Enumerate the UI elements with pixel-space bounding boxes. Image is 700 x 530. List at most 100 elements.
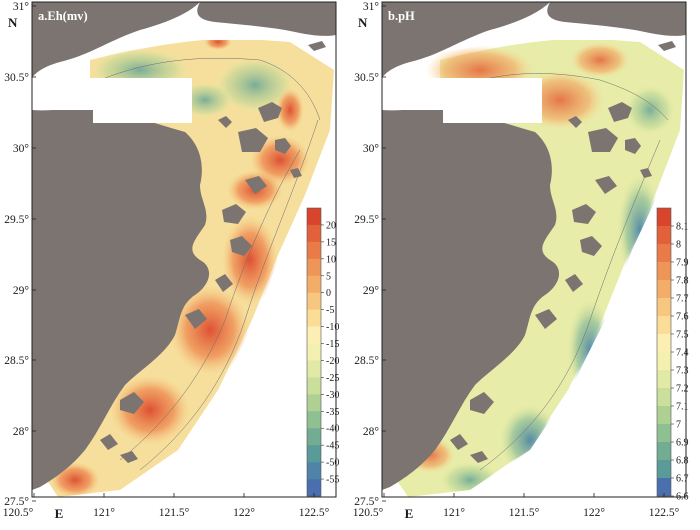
lat-label: 28.5°	[4, 355, 29, 367]
legend-swatch	[657, 352, 671, 371]
panel-a-border	[31, 1, 337, 498]
eh-high-8	[204, 40, 232, 50]
legend-label: 0	[326, 288, 331, 299]
legend-swatch	[307, 241, 321, 260]
legend-swatch	[307, 224, 321, 243]
legend-label: -15	[326, 339, 339, 350]
legend-swatch	[657, 370, 671, 389]
lon-label: 121°	[93, 507, 115, 519]
legend-swatch	[307, 292, 321, 310]
legend-swatch	[307, 479, 321, 497]
panel-b-north-shore	[547, 2, 686, 36]
panel-a-north-shore	[197, 2, 336, 36]
legend-label: 7	[676, 420, 681, 431]
ph-high-east	[570, 42, 630, 78]
lat-label: 31°	[13, 1, 30, 13]
north-label: N	[358, 15, 368, 30]
legend-swatch	[307, 428, 321, 446]
eh-contour-1	[119, 149, 301, 461]
axes-layer: N31°30.5°30°29.5°29°28.5°28°27.5°120.5° 1…	[3, 1, 680, 521]
legend-label: 6.8	[676, 456, 689, 467]
lat-label: 27.5°	[4, 496, 29, 508]
panel-a-mainland-south	[32, 108, 210, 490]
panel-b-mainland	[382, 2, 550, 78]
lon-label: 120.5°	[353, 507, 384, 519]
eh-contour-2	[139, 119, 319, 471]
lat-label: 29.5°	[4, 214, 29, 226]
legend-swatch	[307, 411, 321, 429]
legend-swatch	[307, 258, 321, 277]
eh-low-east	[215, 57, 295, 113]
legend-label: -50	[326, 458, 339, 469]
legend-swatch	[657, 388, 671, 407]
legend-label: -5	[326, 305, 334, 316]
legend-label: -45	[326, 441, 339, 452]
legend-label: -55	[326, 475, 339, 486]
legend-swatch	[307, 445, 321, 463]
panel-b-legend: 8.1 8 7.9 7.8 7.7 7.6 7.5 7.4 7.3 7.2 7.1 7 6.9 6.8 6.…	[656, 207, 689, 503]
lat-label: 29.5°	[354, 214, 379, 226]
legend-swatch	[307, 208, 321, 226]
lon-label: 121.5°	[509, 507, 540, 519]
eh-high-3	[222, 215, 278, 305]
eh-contour-3	[99, 57, 321, 121]
lon-label: 122°	[233, 507, 255, 519]
legend-swatch	[657, 424, 671, 443]
legend-label: -20	[326, 356, 339, 367]
eh-high-5	[110, 375, 190, 445]
lon-label: 121°	[443, 507, 465, 519]
legend-swatch	[307, 326, 321, 344]
legend-label: 10	[326, 254, 336, 265]
legend-swatch	[307, 309, 321, 327]
panel-a-legend: 20 15 10 5 0 -5 -10 -15 -20 -25 -30 -35 -40 -45 -50 -55	[306, 207, 339, 497]
ph-low-ne	[625, 85, 675, 135]
legend-label: 7.8	[676, 276, 689, 287]
panel-b-mainland-south	[382, 108, 560, 490]
lat-label: 29°	[13, 285, 30, 297]
north-label: N	[8, 15, 18, 30]
legend-swatch	[307, 275, 321, 294]
legend-swatch	[307, 377, 321, 395]
lon-label: 121.5°	[159, 507, 190, 519]
legend-label: 8.1	[676, 222, 689, 233]
panel-b: 8.1 8 7.9 7.8 7.7 7.6 7.5 7.4 7.3 7.2 7.1 7 6.9 6.8 6.…	[381, 1, 689, 503]
legend-swatch	[657, 208, 671, 227]
legend-label: 7.5	[676, 330, 689, 341]
legend-label: 6.7	[676, 474, 689, 485]
lat-label: 30°	[363, 143, 380, 155]
eh-high-7	[276, 88, 304, 132]
lon-label: 122.5°	[649, 507, 680, 519]
legend-label: 20	[326, 220, 336, 231]
legend-swatch	[657, 226, 671, 245]
legend-label: 15	[326, 237, 336, 248]
eh-high-4	[170, 285, 250, 375]
legend-label: -35	[326, 407, 339, 418]
lat-label: 30.5°	[4, 72, 29, 84]
lat-label: 31°	[363, 1, 380, 13]
legend-swatch	[657, 460, 671, 479]
legend-label: 6.9	[676, 438, 689, 449]
legend-label: -25	[326, 373, 339, 384]
lon-label: 120.5°	[3, 507, 34, 519]
legend-label: -40	[326, 424, 339, 435]
lat-label: 29°	[363, 285, 380, 297]
legend-swatch	[657, 478, 671, 497]
lat-label: 28.5°	[354, 355, 379, 367]
lat-label: 27.5°	[354, 496, 379, 508]
panel-b-title: b.pH	[388, 9, 415, 23]
legend-label: 7.6	[676, 312, 689, 323]
legend-label: -10	[326, 322, 339, 333]
lat-label: 28°	[363, 426, 380, 438]
legend-label: -30	[326, 390, 339, 401]
lat-label: 30°	[13, 143, 30, 155]
legend-label: 7.3	[676, 366, 689, 377]
east-label: E	[405, 506, 414, 521]
legend-swatch	[307, 343, 321, 361]
legend-label: 5	[326, 271, 331, 282]
lat-label: 30.5°	[354, 72, 379, 84]
legend-swatch	[657, 316, 671, 335]
east-label: E	[55, 506, 64, 521]
legend-swatch	[657, 298, 671, 317]
legend-label: 7.2	[676, 384, 689, 395]
panel-a: 20 15 10 5 0 -5 -10 -15 -20 -25 -30 -35 -40 -45 -50 -55…	[31, 1, 339, 498]
